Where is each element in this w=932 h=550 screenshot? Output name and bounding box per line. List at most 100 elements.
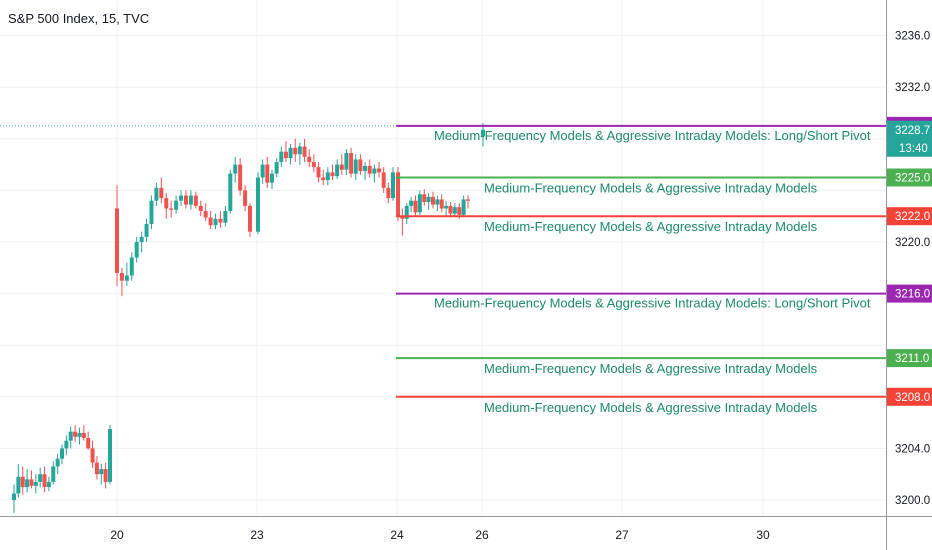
candle-body: [302, 146, 307, 157]
candle-body: [129, 257, 134, 276]
candle-body: [288, 147, 293, 159]
candle-body: [124, 275, 129, 281]
candle-body: [422, 194, 427, 203]
candle-body: [38, 474, 43, 482]
candle-body: [33, 481, 38, 486]
candle-body: [466, 199, 470, 201]
candle-body: [316, 167, 321, 178]
y-tick-label: 3232.0: [895, 82, 930, 94]
candle-body: [144, 223, 149, 237]
candle-body: [307, 156, 312, 163]
x-tick-label: 20: [110, 528, 124, 542]
price-tag-label: 3216.0: [895, 289, 930, 301]
price-tag: [887, 207, 932, 226]
candle-body: [99, 469, 104, 475]
candle-body: [81, 432, 86, 439]
level-lines: Medium-Frequency Models & Aggressive Int…: [396, 124, 886, 415]
candle-body: [188, 195, 193, 205]
y-tick-label: 3204.0: [895, 443, 930, 455]
candle-body: [94, 462, 99, 475]
candle-body: [457, 207, 462, 215]
candle-body: [139, 236, 144, 242]
candle-body: [103, 469, 108, 482]
candle-body: [213, 218, 218, 226]
candle-body: [154, 187, 159, 201]
price-tag-label: 3208.0: [895, 392, 930, 404]
candle-body: [64, 440, 69, 449]
y-tick-label: 3200.0: [895, 495, 930, 507]
candle-body: [372, 168, 377, 174]
candle-body: [169, 208, 174, 210]
candle-body: [108, 429, 112, 482]
candle-body: [115, 208, 119, 273]
candle-body: [149, 200, 154, 224]
time-axis[interactable]: 20 23 24 26 27 30: [0, 516, 932, 543]
candle-body: [243, 190, 248, 206]
candle-body: [297, 146, 302, 155]
candle-body: [256, 177, 260, 232]
candle-body: [193, 195, 198, 206]
candle-body: [12, 493, 16, 500]
candle-body: [265, 164, 270, 183]
candle-body: [119, 272, 124, 281]
candle-body: [183, 195, 188, 205]
candle-body: [330, 172, 335, 177]
candle-body: [198, 205, 203, 212]
candle-body: [426, 196, 431, 203]
candle-body: [51, 466, 56, 482]
level-label: Medium-Frequency Models & Aggressive Int…: [434, 296, 871, 311]
candle-body: [431, 196, 435, 205]
candle-body: [77, 432, 82, 437]
candle-body: [409, 200, 414, 206]
y-tick-label: 3236.0: [895, 31, 930, 43]
candle-body: [283, 151, 288, 159]
x-tick-label: 27: [615, 528, 629, 542]
candle-body: [25, 479, 30, 488]
price-tag: [887, 387, 932, 406]
price-tag-label: 3222.0: [895, 211, 930, 223]
candle-body: [218, 218, 223, 223]
candle-body: [233, 164, 238, 174]
current-price-value: 3228.7: [895, 125, 930, 137]
candle-body: [223, 211, 228, 223]
candle-body: [260, 164, 265, 178]
candle-body: [203, 211, 208, 218]
candle-body: [164, 198, 169, 209]
candle-body: [134, 242, 139, 258]
candle-body: [444, 205, 449, 209]
candle-body: [208, 217, 213, 226]
candle-body: [159, 187, 164, 199]
chart-title: S&P 500 Index, 15, TVC: [8, 11, 150, 26]
candle-body: [363, 165, 368, 172]
candle-body: [461, 199, 466, 215]
candle-body: [274, 162, 279, 174]
level-label: Medium-Frequency Models & Aggressive Int…: [434, 128, 871, 143]
candle-body: [86, 438, 91, 449]
candle-body: [20, 476, 25, 488]
candle-body: [325, 172, 330, 181]
candle-body: [386, 187, 391, 199]
candle-body: [60, 448, 64, 459]
candle-body: [293, 147, 298, 155]
x-tick-label: 26: [475, 528, 489, 542]
candle-body: [55, 458, 60, 467]
candle-body: [377, 168, 382, 173]
candle-body: [68, 431, 73, 441]
candle-body: [452, 207, 457, 214]
price-tag-label: 3225.0: [895, 173, 930, 185]
candle-body: [339, 164, 344, 170]
x-tick-label: 23: [250, 528, 264, 542]
candle-body: [481, 129, 485, 137]
candles: [12, 123, 485, 513]
candle-body: [448, 205, 453, 214]
candle-body: [73, 431, 78, 437]
candle-body: [396, 172, 400, 217]
candle-body: [46, 481, 51, 488]
current-price-tag: [887, 120, 932, 157]
price-tag: [887, 284, 932, 303]
candle-body: [435, 199, 440, 205]
level-label: Medium-Frequency Models & Aggressive Int…: [484, 219, 818, 234]
price-tag: [887, 349, 932, 368]
price-axis[interactable]: 3200.03204.03220.03232.03236.03229.03225…: [886, 0, 932, 550]
